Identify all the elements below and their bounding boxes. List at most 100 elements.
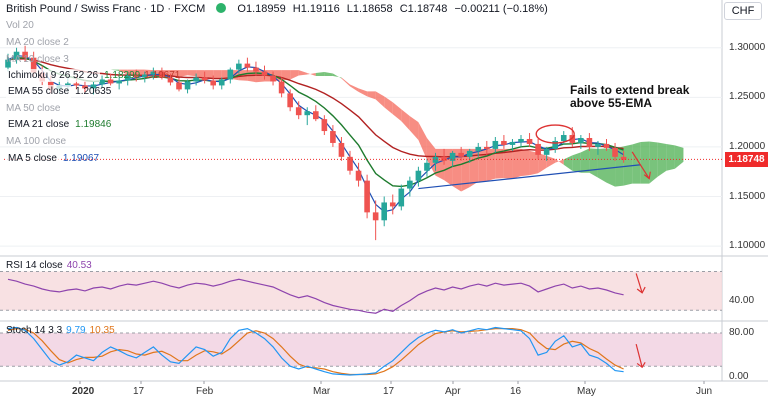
candle-body xyxy=(184,81,191,90)
kumo-cloud-segment xyxy=(93,61,103,66)
rsi-line xyxy=(7,278,624,314)
price-tick-label: 1.30000 xyxy=(729,41,766,53)
candle-body xyxy=(569,135,576,143)
rsi-band xyxy=(0,271,722,311)
price-tick-label: 1.20000 xyxy=(729,140,766,152)
kumo-cloud-segment xyxy=(290,70,299,80)
indicator-ma50[interactable]: MA 50 close xyxy=(6,103,60,114)
eye-icon[interactable] xyxy=(216,3,227,13)
stoch-d-value: 10.35 xyxy=(89,325,115,336)
indicator-ichimoku[interactable]: Ichimoku 9 26 52 26 1.18299 1.19671 xyxy=(6,69,181,82)
candle-body xyxy=(526,138,533,144)
kumo-cloud-segment xyxy=(332,73,342,79)
candle-body xyxy=(338,142,345,157)
ohlc-high: H1.19116 xyxy=(292,3,340,15)
indicator-ma-close-2[interactable]: MA 20 close 2 xyxy=(6,37,69,48)
candle-body xyxy=(210,80,216,86)
indicator-ma5[interactable]: MA 5 close 1.19067 xyxy=(6,152,99,165)
candle-body xyxy=(535,143,541,155)
bearish-arrowhead-rsi xyxy=(636,286,646,294)
time-tick-label: 17 xyxy=(383,386,395,397)
indicator-ma100[interactable]: MA 100 close xyxy=(6,136,66,147)
candle-body xyxy=(244,63,251,68)
kumo-cloud-segment xyxy=(358,88,368,97)
kumo-cloud-segment xyxy=(529,150,539,176)
indicator-ema55[interactable]: EMA 55 close 1.20635 xyxy=(6,85,112,98)
candle-body xyxy=(424,162,430,171)
candle-body xyxy=(381,202,387,221)
candle-body xyxy=(193,77,199,82)
candle-body xyxy=(355,170,362,181)
kumo-cloud-segment xyxy=(392,102,402,122)
stoch-legend[interactable]: Stoch 14 3 3 9.79 10.35 xyxy=(6,325,115,336)
kumo-cloud-segment xyxy=(503,148,513,179)
candle-body xyxy=(159,71,165,78)
kumo-cloud-segment xyxy=(102,65,111,70)
indicator-ma-close-3-label: MA 10 close 3 xyxy=(6,54,69,65)
candle-body xyxy=(124,75,131,81)
candle-body xyxy=(142,74,148,78)
kumo-cloud-segment xyxy=(555,158,564,165)
ichimoku-value-1: 1.18299 xyxy=(104,70,141,81)
candle-body xyxy=(295,107,302,116)
kumo-cloud-segment xyxy=(76,58,85,60)
price-tick-label: 1.15000 xyxy=(729,190,766,202)
candle-body xyxy=(321,119,328,132)
candle-body xyxy=(449,152,456,161)
kumo-cloud-segment xyxy=(589,148,598,178)
candle-body xyxy=(415,170,422,181)
kumo-cloud-segment xyxy=(409,116,419,140)
rsi-label: RSI 14 close xyxy=(6,260,63,271)
candle-body xyxy=(501,140,507,145)
kumo-cloud-segment xyxy=(67,59,77,63)
kumo-cloud-segment xyxy=(119,69,128,75)
currency-button[interactable]: CHF xyxy=(724,2,762,20)
kumo-cloud-segment xyxy=(572,152,581,173)
candle-body xyxy=(65,83,71,86)
indicator-ma-close-3[interactable]: MA 10 close 3 xyxy=(6,54,69,65)
candle-body xyxy=(261,71,268,76)
stoch-band xyxy=(0,333,722,367)
kumo-cloud-segment xyxy=(187,70,197,77)
kumo-cloud-segment xyxy=(307,73,316,77)
indicator-ichimoku-label: Ichimoku 9 26 52 26 xyxy=(6,69,101,82)
candle-body xyxy=(116,80,122,84)
candle-body xyxy=(372,212,379,221)
time-tick-label: May xyxy=(577,386,596,397)
indicator-ema21[interactable]: EMA 21 close 1.19846 xyxy=(6,118,112,131)
stoch-tick-label: 0.00 xyxy=(729,371,749,383)
candle-body xyxy=(560,135,567,141)
bearish-arrowhead-stoch xyxy=(636,362,646,369)
candle-body xyxy=(466,150,473,157)
indicator-vol[interactable]: Vol 20 xyxy=(6,20,34,31)
time-tick-label: 16 xyxy=(510,386,522,397)
kumo-cloud-segment xyxy=(623,144,633,186)
candle-body xyxy=(22,51,28,58)
candle-body xyxy=(458,152,464,157)
kumo-cloud-segment xyxy=(546,155,556,168)
candle-body xyxy=(167,77,174,83)
time-tick-label: Feb xyxy=(196,386,214,397)
kumo-cloud-segment xyxy=(324,72,333,77)
kumo-cloud-segment xyxy=(418,122,427,160)
ema55-value: 1.20635 xyxy=(75,86,112,97)
annotation-ellipse xyxy=(535,124,575,144)
ema21-value: 1.19846 xyxy=(75,119,112,130)
candle-body xyxy=(236,63,242,70)
bearish-arrowhead-main xyxy=(643,171,651,180)
last-price-tag: 1.18748 xyxy=(725,152,768,167)
kumo-cloud-segment xyxy=(367,91,376,100)
ichimoku-value-2: 1.19671 xyxy=(144,70,181,81)
candle-body xyxy=(133,75,140,78)
candle-body xyxy=(270,75,276,82)
candle-body xyxy=(475,146,482,151)
candle-body xyxy=(99,79,105,85)
rsi-legend[interactable]: RSI 14 close 40.53 xyxy=(6,260,92,271)
indicator-ema55-label: EMA 55 close xyxy=(6,85,72,98)
annotation-line-2: above 55-EMA xyxy=(570,96,653,110)
kumo-cloud-segment xyxy=(401,109,410,131)
kumo-cloud-segment xyxy=(632,141,641,184)
stoch-tick-label: 80.00 xyxy=(729,327,755,339)
kumo-cloud-segment xyxy=(298,70,308,76)
